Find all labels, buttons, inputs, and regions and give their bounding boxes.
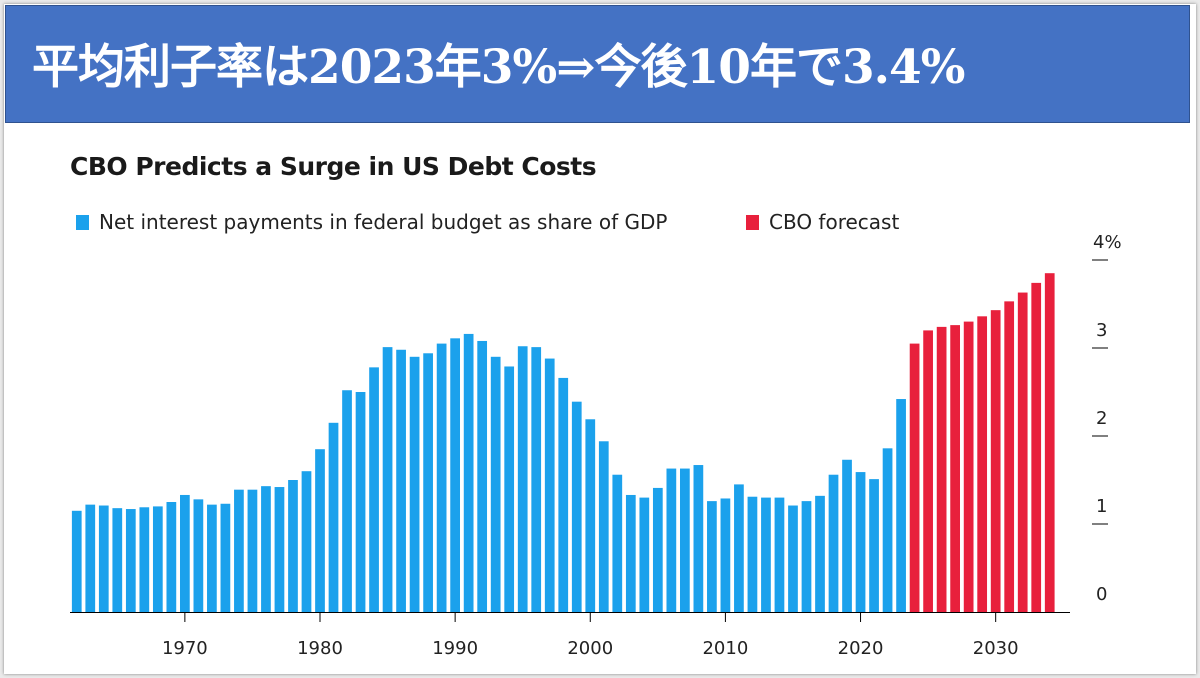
x-tick-label: 2000	[567, 638, 613, 659]
bar-historical	[409, 356, 420, 612]
y-tick-label: 4%	[1093, 232, 1122, 253]
bar-historical	[869, 479, 879, 612]
bar-historical	[598, 441, 609, 612]
y-tick-label: 2	[1096, 408, 1107, 429]
bar-forecast	[909, 343, 920, 612]
bar-historical	[761, 497, 771, 612]
bar-historical	[571, 401, 582, 612]
y-tick-label: 0	[1096, 584, 1107, 605]
y-tick-label: 1	[1096, 496, 1107, 517]
legend-swatch-historical	[76, 214, 89, 230]
bar-historical	[544, 358, 555, 612]
bar-forecast	[1004, 301, 1015, 612]
bar-historical	[652, 487, 663, 612]
x-tick-label: 2030	[973, 638, 1019, 659]
bar-historical	[382, 347, 393, 612]
bar-historical	[125, 509, 136, 612]
bar-historical	[261, 486, 271, 612]
y-tick-label: 3	[1096, 320, 1107, 341]
bar-historical	[774, 497, 785, 612]
bar-historical	[85, 504, 96, 612]
x-axis: 1970 1980 1990 2000 2010 2020 2030	[162, 612, 1019, 659]
y-axis: 0 1 2 3 4%	[1092, 232, 1122, 605]
bar-historical	[98, 505, 109, 612]
bar-forecast	[1017, 292, 1028, 612]
legend-swatch-forecast	[746, 214, 759, 230]
bar-historical	[71, 510, 82, 612]
legend-label-forecast: CBO forecast	[769, 210, 900, 234]
bar-historical	[504, 366, 515, 612]
bar-historical	[828, 474, 839, 612]
bar-historical	[355, 392, 366, 612]
bar-historical	[720, 498, 731, 612]
bar-historical	[220, 503, 231, 612]
bar-historical	[477, 340, 488, 612]
bar-historical	[152, 506, 163, 612]
bar-historical	[815, 495, 825, 612]
legend-item-forecast: CBO forecast	[746, 208, 899, 236]
bar-historical	[558, 377, 569, 612]
bars-forecast	[909, 273, 1055, 612]
bar-historical	[842, 459, 852, 612]
bar-historical	[612, 474, 623, 612]
bar-historical	[882, 448, 893, 612]
bar-forecast	[950, 325, 960, 612]
bar-historical	[274, 487, 285, 612]
bar-forecast	[1031, 282, 1042, 612]
bar-historical	[207, 504, 217, 612]
bar-historical	[436, 343, 447, 612]
bar-historical	[247, 489, 258, 612]
bar-historical	[734, 484, 744, 612]
bar-historical	[490, 356, 501, 612]
bar-historical	[112, 508, 123, 612]
bar-historical	[625, 494, 636, 612]
bar-historical	[517, 346, 528, 612]
bar-historical	[423, 353, 433, 612]
bar-forecast	[923, 330, 933, 612]
x-tick-label: 1970	[162, 638, 208, 659]
bar-historical	[680, 468, 690, 612]
title-banner: 平均利子率は2023年3%⇒今後10年で3.4%	[5, 5, 1190, 123]
bar-historical	[463, 333, 474, 612]
bar-historical	[369, 367, 379, 612]
bar-historical	[180, 494, 190, 612]
bar-historical	[855, 472, 866, 612]
bar-historical	[531, 347, 542, 612]
bar-historical	[139, 507, 150, 612]
bar-historical	[342, 390, 352, 612]
bar-historical	[801, 501, 812, 612]
bar-historical	[315, 449, 325, 612]
bar-forecast	[963, 321, 974, 612]
bar-forecast	[1044, 273, 1055, 612]
x-tick-label: 1980	[297, 638, 343, 659]
bar-historical	[328, 422, 339, 612]
x-tick-label: 1990	[432, 638, 478, 659]
bar-historical	[585, 419, 596, 612]
banner-title: 平均利子率は2023年3%⇒今後10年で3.4%	[32, 40, 965, 95]
bar-historical	[639, 497, 650, 612]
bar-historical	[707, 501, 717, 612]
x-tick-label: 2010	[702, 638, 748, 659]
bar-historical	[396, 349, 406, 612]
bar-historical	[666, 468, 677, 612]
bar-forecast	[936, 326, 947, 612]
bar-historical	[896, 399, 906, 612]
bar-historical	[788, 505, 798, 612]
bar-historical	[288, 480, 298, 612]
bar-forecast	[977, 316, 988, 612]
bar-historical	[693, 465, 704, 612]
bars-historical	[71, 333, 906, 612]
chart-title: CBO Predicts a Surge in US Debt Costs	[70, 152, 597, 181]
bar-historical	[166, 502, 177, 612]
legend-label-historical: Net interest payments in federal budget …	[99, 210, 668, 234]
bar-historical	[450, 338, 460, 612]
bar-historical	[301, 471, 312, 612]
legend-item-historical: Net interest payments in federal budget …	[76, 208, 667, 236]
bar-historical	[234, 489, 244, 612]
bar-historical	[747, 496, 758, 612]
x-tick-label: 2020	[838, 638, 884, 659]
bar-historical	[193, 499, 204, 612]
bar-forecast	[990, 310, 1001, 612]
